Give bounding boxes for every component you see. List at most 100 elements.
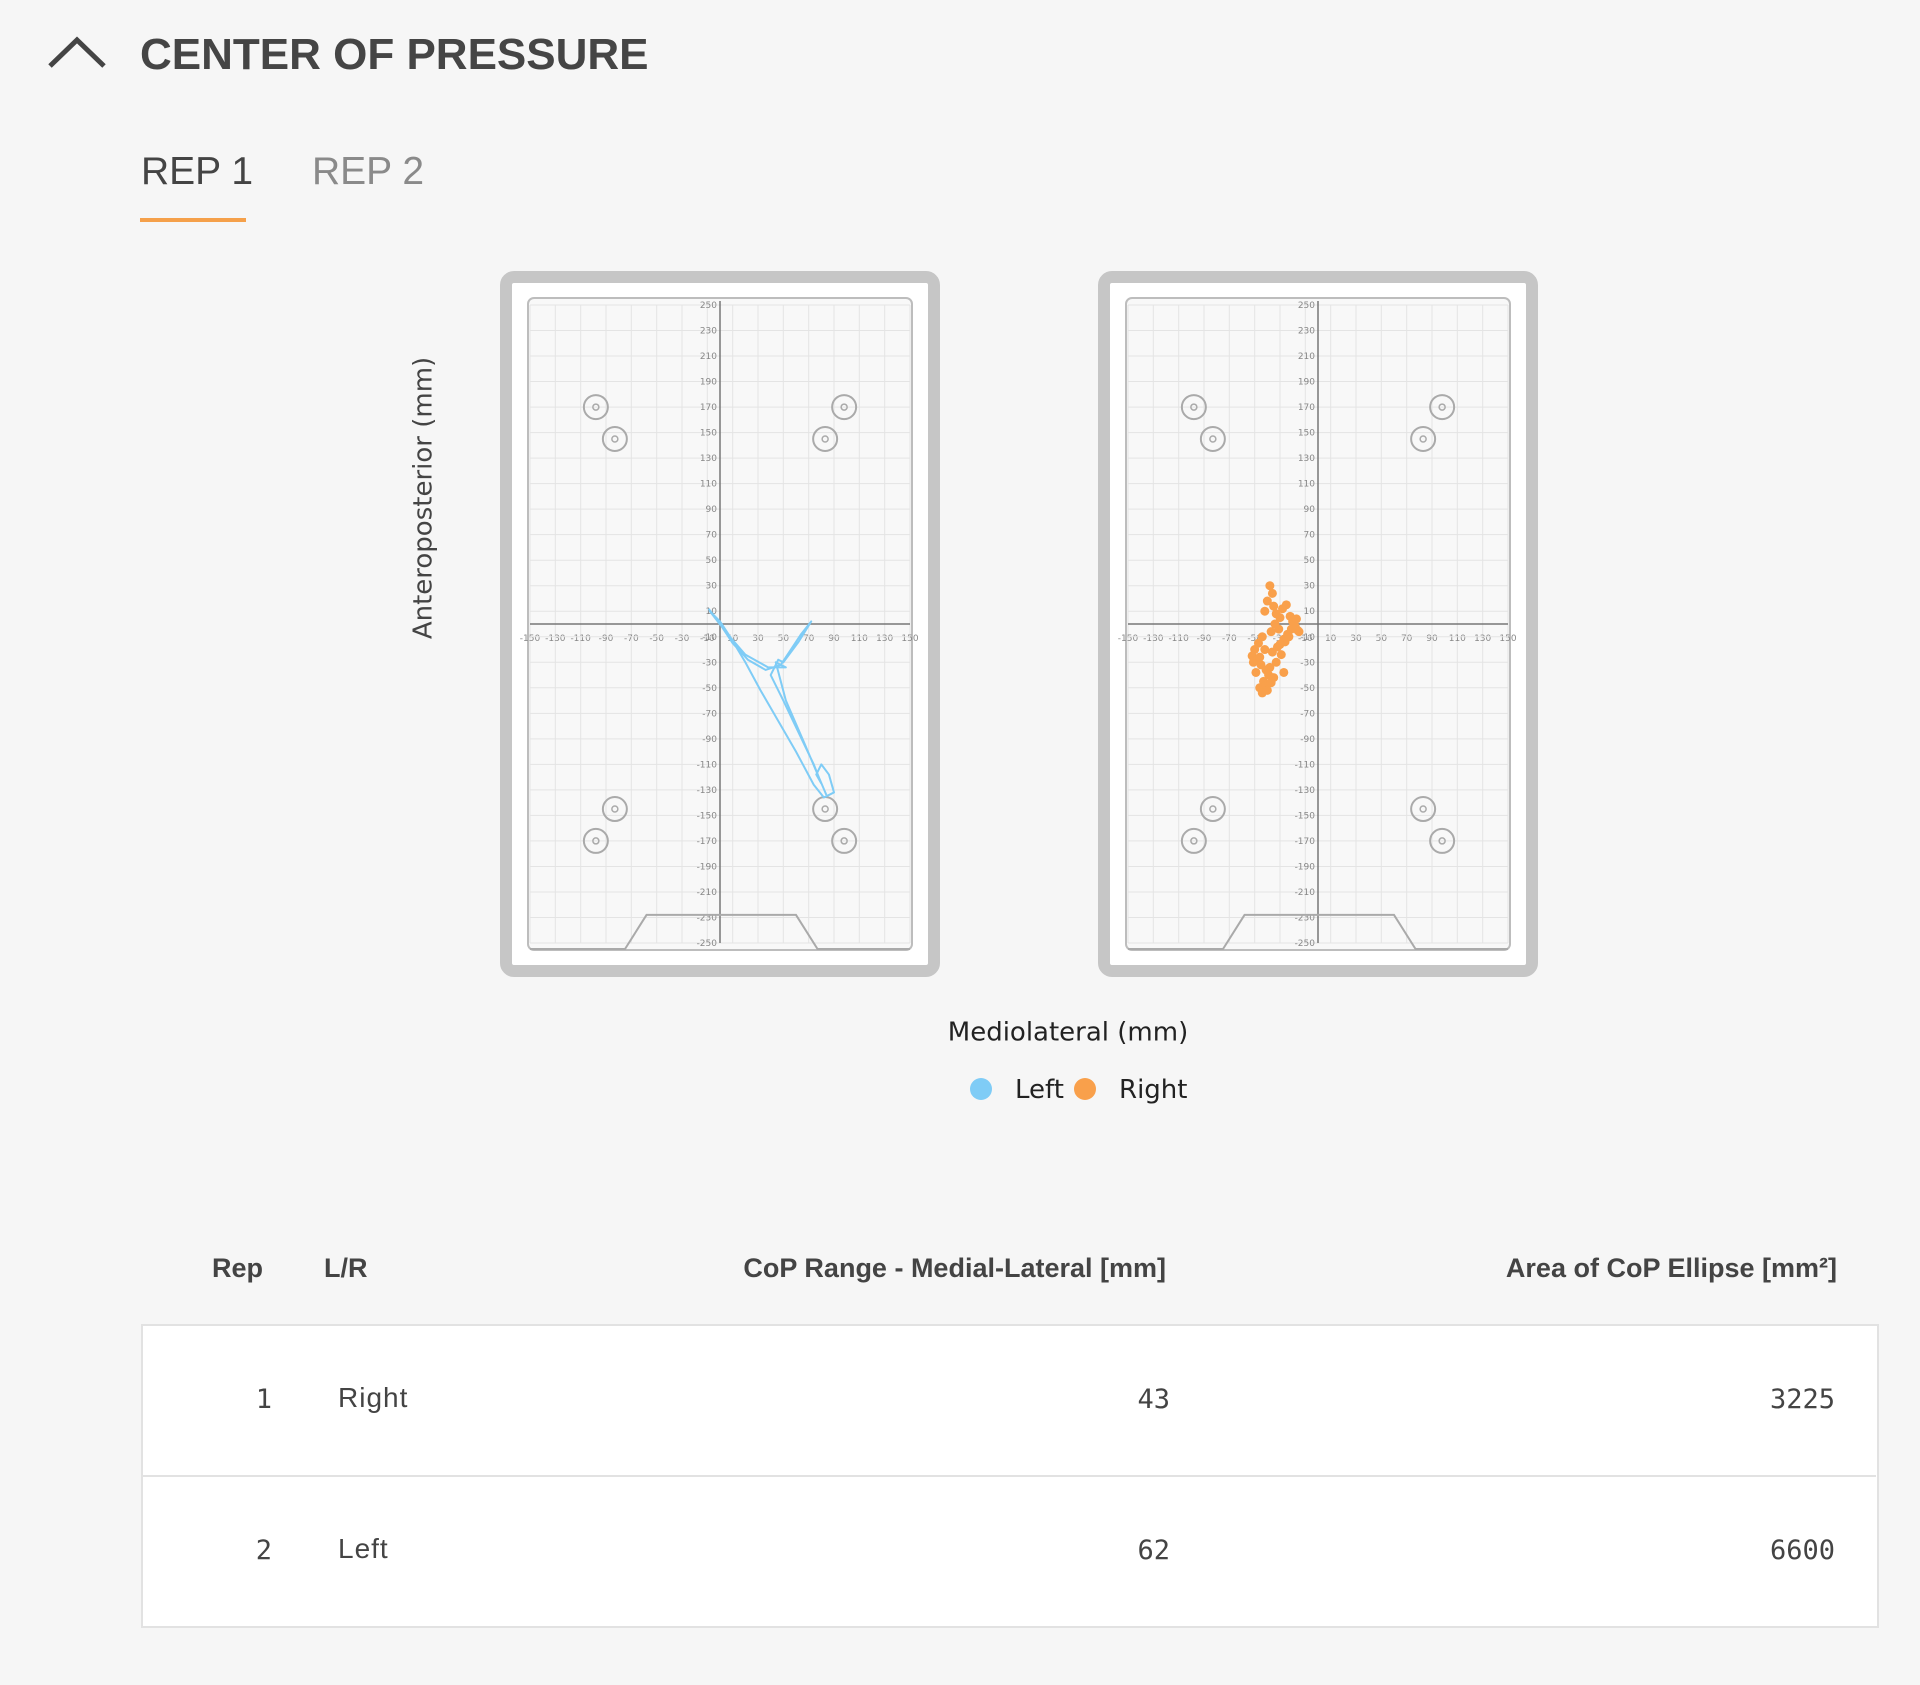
legend-label: Left	[1015, 1075, 1064, 1105]
cell-side: Left	[338, 1533, 389, 1564]
plate-foot-center	[1190, 403, 1198, 411]
column-header: Area of CoP Ellipse [mm²]	[1505, 1253, 1837, 1283]
x-tick-label: 50	[778, 634, 790, 644]
plate-foot	[1199, 425, 1226, 452]
y-tick-label: 150	[700, 429, 717, 439]
y-tick-label: -10	[702, 633, 717, 643]
tab[interactable]: REP 2	[312, 150, 425, 193]
x-tick-label: -90	[1197, 634, 1212, 644]
y-tick-label: 10	[1304, 607, 1316, 617]
y-tick-label: 70	[1304, 531, 1316, 541]
cop-point	[1281, 600, 1291, 610]
plate-foot-center	[1209, 435, 1217, 443]
x-tick-label: -150	[1118, 634, 1139, 644]
plate-foot-center	[1438, 837, 1446, 845]
cop-point	[1279, 667, 1289, 677]
column-header: Rep	[212, 1253, 264, 1283]
y-tick-label: 170	[700, 403, 717, 413]
plate-foot	[831, 394, 858, 421]
cop-point	[1270, 619, 1280, 629]
y-tick-label: -190	[1295, 862, 1316, 872]
plate-foot-center	[821, 805, 829, 813]
x-tick-label: 150	[1499, 634, 1516, 644]
cop-point	[1294, 627, 1304, 637]
cop-point	[1266, 627, 1276, 637]
cop-point	[1284, 632, 1294, 642]
x-tick-label: -70	[1222, 634, 1237, 644]
cell-area: 6600	[1769, 1535, 1835, 1566]
y-tick-label: -210	[1295, 888, 1316, 898]
x-tick-label: -50	[649, 634, 664, 644]
plate-foot-center	[1209, 805, 1217, 813]
y-tick-label: -170	[1295, 837, 1316, 847]
y-tick-label: 110	[700, 480, 717, 490]
plate-foot	[1429, 827, 1456, 854]
cop-point	[1265, 581, 1275, 591]
cop-point	[1260, 606, 1270, 616]
x-tick-label: -150	[520, 634, 541, 644]
cop-point	[1260, 645, 1270, 655]
cop-point	[1267, 588, 1277, 598]
plate-foot-center	[592, 837, 600, 845]
y-tick-label: -10	[1300, 633, 1315, 643]
x-tick-label: 110	[851, 634, 868, 644]
y-tick-label: 110	[1298, 480, 1315, 490]
cop-charts: Anteroposterior (mm) Mediolateral (mm) -…	[409, 271, 1538, 1105]
legend-swatch	[970, 1078, 992, 1100]
y-tick-label: 250	[700, 301, 717, 311]
y-tick-label: -30	[1300, 658, 1315, 668]
x-tick-label: 150	[901, 634, 918, 644]
x-tick-label: -90	[599, 634, 614, 644]
x-tick-label: 50	[1376, 634, 1388, 644]
y-tick-label: -150	[1295, 811, 1316, 821]
y-tick-label: -230	[1295, 913, 1316, 923]
plate-foot-center	[840, 403, 848, 411]
plate-foot	[1410, 425, 1437, 452]
x-tick-label: 130	[876, 634, 893, 644]
y-tick-label: 190	[1298, 378, 1315, 388]
x-tick-label: -30	[675, 634, 690, 644]
plate-foot	[1410, 796, 1437, 823]
y-tick-label: -230	[697, 913, 718, 923]
y-tick-label: 210	[700, 352, 717, 362]
x-tick-label: 130	[1474, 634, 1491, 644]
column-header: L/R	[324, 1253, 368, 1283]
cop-trace	[707, 608, 835, 799]
y-tick-label: -90	[702, 735, 717, 745]
plate-foot-center	[1419, 805, 1427, 813]
plate-foot	[601, 425, 628, 452]
cell-range: 62	[1137, 1535, 1170, 1566]
cop-point	[1262, 685, 1272, 695]
plate-foot-center	[611, 805, 619, 813]
x-tick-label: 30	[1350, 634, 1362, 644]
cell-rep: 2	[255, 1535, 272, 1566]
collapse-chevron[interactable]	[46, 34, 108, 70]
plate-foot	[601, 796, 628, 823]
y-tick-label: -130	[1295, 786, 1316, 796]
row-divider	[142, 1475, 1876, 1477]
y-tick-label: 130	[700, 454, 717, 464]
y-tick-label: 30	[1304, 582, 1316, 592]
plate-notch	[530, 913, 910, 950]
y-tick-label: 250	[1298, 301, 1315, 311]
x-tick-label: -50	[1247, 634, 1262, 644]
x-tick-label: -130	[545, 634, 566, 644]
column-header: CoP Range - Medial-Lateral [mm]	[743, 1253, 1166, 1283]
plate-foot-center	[611, 435, 619, 443]
x-tick-label: -110	[1168, 634, 1189, 644]
x-tick-label: 10	[1325, 634, 1337, 644]
y-tick-label: 150	[1298, 429, 1315, 439]
x-tick-label: 90	[828, 634, 840, 644]
cop-point	[1251, 667, 1261, 677]
y-tick-label: 130	[1298, 454, 1315, 464]
cell-area: 3225	[1769, 1384, 1835, 1415]
plate-foot-center	[840, 837, 848, 845]
cop-point	[1265, 662, 1275, 672]
plate-foot-center	[592, 403, 600, 411]
tab-active[interactable]: REP 1	[141, 150, 254, 193]
cop-point	[1275, 613, 1285, 623]
y-tick-label: 50	[1304, 556, 1316, 566]
plate-foot	[831, 827, 858, 854]
y-tick-label: 210	[1298, 352, 1315, 362]
